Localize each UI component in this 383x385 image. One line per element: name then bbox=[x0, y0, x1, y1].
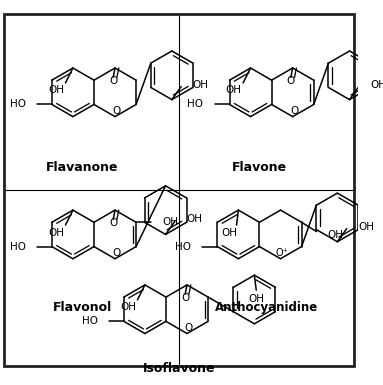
Text: OH: OH bbox=[48, 228, 64, 238]
Text: HO: HO bbox=[82, 316, 98, 326]
Text: OH: OH bbox=[328, 230, 344, 240]
Text: OH: OH bbox=[370, 80, 383, 90]
Text: HO: HO bbox=[175, 241, 191, 251]
Text: O: O bbox=[109, 218, 117, 228]
Text: OH: OH bbox=[120, 302, 136, 312]
Text: HO: HO bbox=[10, 241, 26, 251]
Text: O⁺: O⁺ bbox=[276, 248, 289, 258]
Text: OH: OH bbox=[162, 217, 178, 227]
FancyBboxPatch shape bbox=[4, 14, 354, 366]
Text: OH: OH bbox=[358, 222, 374, 232]
Text: O: O bbox=[185, 323, 193, 333]
Text: HO: HO bbox=[187, 99, 203, 109]
Text: OH: OH bbox=[186, 214, 202, 224]
Text: OH: OH bbox=[226, 85, 242, 95]
Text: O: O bbox=[290, 106, 299, 116]
Text: O: O bbox=[286, 76, 295, 86]
Text: OH: OH bbox=[48, 85, 64, 95]
Text: Flavanone: Flavanone bbox=[46, 161, 118, 174]
Text: Flavonol: Flavonol bbox=[52, 301, 112, 314]
Text: O: O bbox=[113, 106, 121, 116]
Text: HO: HO bbox=[10, 99, 26, 109]
Text: O: O bbox=[113, 248, 121, 258]
Text: OH: OH bbox=[248, 294, 264, 303]
Text: OH: OH bbox=[192, 80, 208, 90]
Text: OH: OH bbox=[221, 228, 237, 238]
Text: O: O bbox=[181, 293, 189, 303]
Text: Isoflavone: Isoflavone bbox=[143, 362, 216, 375]
Text: Anthocyanidine: Anthocyanidine bbox=[215, 301, 318, 314]
Text: Flavone: Flavone bbox=[232, 161, 288, 174]
Text: O: O bbox=[109, 76, 117, 86]
